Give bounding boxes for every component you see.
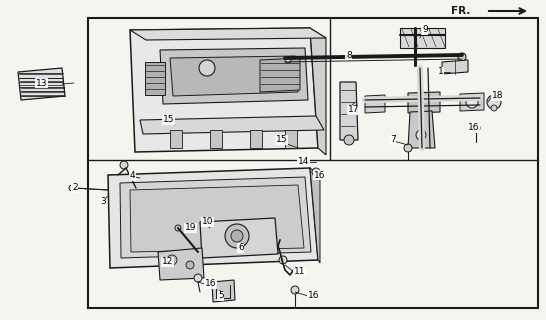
Text: 1: 1 [438,68,444,76]
Text: FR.: FR. [450,6,470,16]
Polygon shape [442,60,468,74]
Polygon shape [400,28,445,48]
Polygon shape [310,168,320,263]
Polygon shape [120,177,311,258]
Polygon shape [108,168,318,268]
Polygon shape [158,248,204,280]
Text: 16: 16 [308,292,319,300]
Circle shape [175,225,181,231]
Circle shape [416,130,426,140]
Polygon shape [18,68,65,100]
Circle shape [199,60,215,76]
Circle shape [472,124,480,132]
Circle shape [458,53,466,61]
Polygon shape [250,130,262,148]
Text: 15: 15 [163,116,175,124]
Polygon shape [365,95,385,113]
Circle shape [291,286,299,294]
Text: 9: 9 [422,26,428,35]
Bar [88,18,538,308]
Polygon shape [408,111,435,148]
Text: 6: 6 [238,244,244,252]
Polygon shape [130,28,318,152]
Circle shape [194,274,202,282]
Text: 8: 8 [346,51,352,60]
Text: 13: 13 [36,78,48,87]
Circle shape [69,185,75,191]
Polygon shape [460,93,484,111]
Circle shape [344,135,354,145]
Polygon shape [310,28,326,155]
Polygon shape [210,130,222,148]
Text: 5: 5 [218,292,224,300]
Text: 18: 18 [492,92,503,100]
Text: 16: 16 [205,279,217,289]
Circle shape [225,224,249,248]
Circle shape [120,161,128,169]
Text: 12: 12 [162,258,174,267]
Circle shape [285,57,291,63]
Polygon shape [130,185,304,252]
Circle shape [487,95,501,109]
Circle shape [404,144,412,152]
Polygon shape [285,130,297,148]
Polygon shape [260,58,300,92]
Text: 17: 17 [348,106,359,115]
Text: 16: 16 [468,124,479,132]
Polygon shape [130,28,326,40]
Polygon shape [170,56,298,96]
Polygon shape [145,62,165,95]
Circle shape [491,105,497,111]
Polygon shape [200,218,278,258]
Circle shape [167,255,177,265]
Polygon shape [160,48,308,104]
Text: 19: 19 [185,223,197,233]
Circle shape [279,256,287,264]
Circle shape [231,230,243,242]
Text: 16: 16 [314,171,325,180]
Polygon shape [140,116,324,134]
Text: 4: 4 [130,172,135,180]
Text: 15: 15 [276,135,288,145]
Text: 7: 7 [390,135,396,145]
Polygon shape [408,92,440,113]
Polygon shape [170,130,182,148]
Text: 11: 11 [294,268,306,276]
Text: 14: 14 [298,157,310,166]
Circle shape [312,168,320,176]
Circle shape [186,261,194,269]
Circle shape [466,96,478,108]
Text: 10: 10 [202,218,213,227]
Polygon shape [212,280,235,302]
Text: 3: 3 [100,197,106,206]
Polygon shape [340,82,358,140]
Text: 2: 2 [72,183,78,193]
